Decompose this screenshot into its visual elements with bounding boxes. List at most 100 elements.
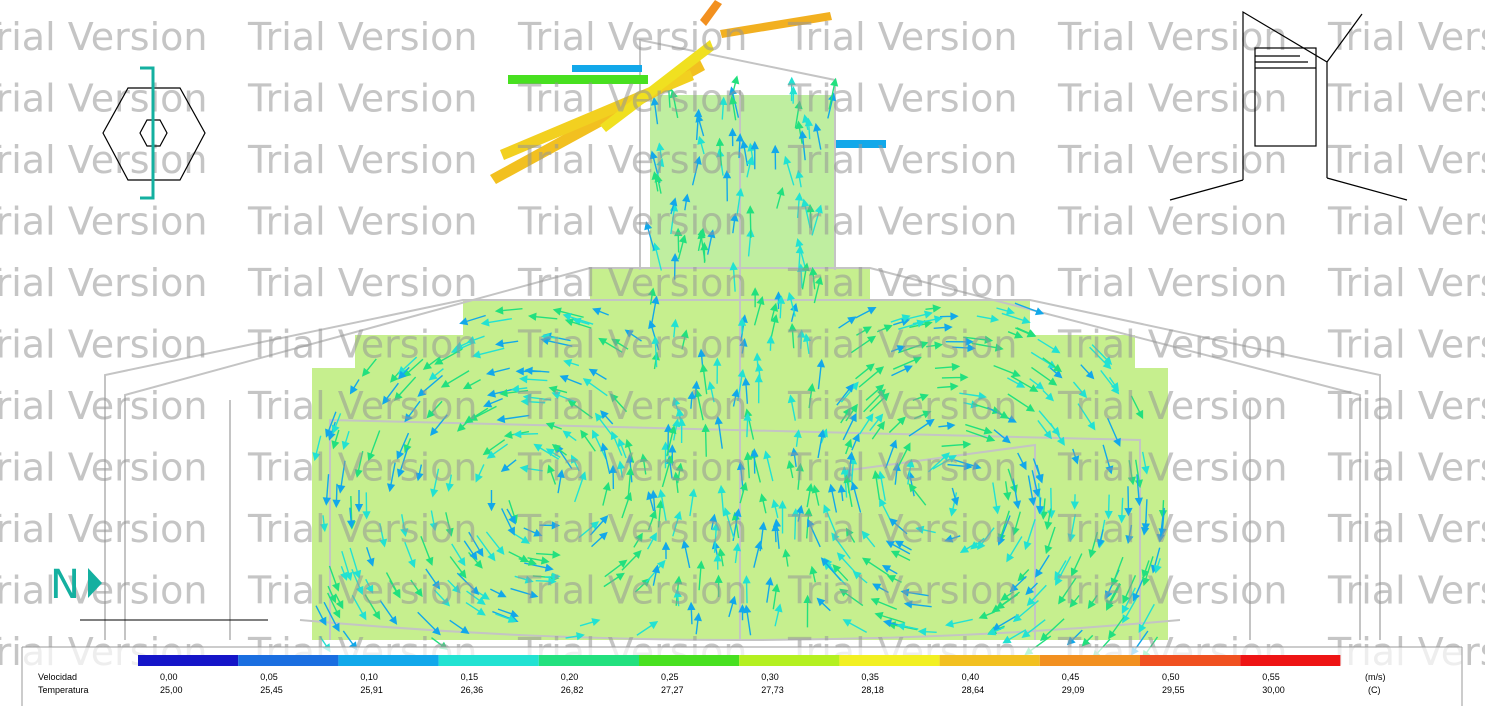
flow-vector [891,365,913,377]
flow-vector [803,594,812,628]
flow-vector [717,547,726,567]
flow-vector [717,484,726,517]
flow-vector [828,483,838,513]
watermark-text: Trial Version [1327,77,1485,121]
flow-vector [440,370,470,388]
flow-vector [1054,560,1067,581]
icon-line [1254,47,1317,147]
flow-vector [669,89,679,119]
flow-vector [892,462,901,485]
flow-vector [624,438,635,463]
flow-vector [487,490,496,512]
flow-vector [1040,618,1065,642]
watermark-text: Trial Version [1327,569,1485,613]
legend-label: Velocidad [38,672,77,682]
watermark-text: Trial Version [787,200,1017,244]
watermark-text: Trial Version [1057,323,1287,367]
flow-vector [730,212,739,234]
temperature-label: 26,82 [561,685,584,695]
flow-vector [742,575,751,604]
flow-vector [753,296,765,326]
flow-vector [888,416,906,433]
flow-vector [548,385,568,394]
flow-vector [1132,578,1144,602]
flow-vector [993,408,1009,419]
flow-vector [524,562,554,572]
flow-vector [908,418,935,437]
legend-swatch [438,655,539,666]
flow-vector [774,603,783,627]
flow-vector [844,438,853,455]
flow-vector [510,384,528,394]
flow-vector [415,464,424,482]
flow-vector [1031,470,1041,498]
flow-vector [728,95,738,121]
flow-vector [331,413,342,434]
velocity-label: 0,45 [1062,672,1080,682]
flow-vector [1027,475,1037,507]
watermark-text: Trial Version [787,323,1017,367]
flow-vector [976,314,1000,323]
flow-vector [993,364,1021,378]
watermark-text: Trial Version [787,15,1017,59]
flow-vector [913,410,932,420]
watermark-text: Trial Version [1057,446,1287,490]
flow-vector [987,626,1005,636]
flow-vector [1141,519,1150,536]
flow-vector [953,459,982,470]
flow-vector [522,393,552,402]
flow-vector [771,144,780,170]
flow-vector [912,393,929,402]
flow-vector [791,508,800,540]
flow-vector [341,550,353,582]
flow-vector [677,234,687,260]
flow-vector [675,407,685,427]
watermark-text: Trial Version [517,77,747,121]
flow-vector [1138,603,1155,633]
flow-vector [843,474,853,508]
flow-vector [851,433,860,451]
flow-vector [836,383,854,406]
flow-vector [876,324,893,333]
flow-vector [858,366,885,388]
flow-vector [639,453,648,475]
flow-vector [447,579,461,594]
flow-vector [513,430,539,439]
flow-vector [892,356,922,370]
flow-vector [1011,511,1021,536]
section-marker [140,66,155,200]
flow-vector [770,314,779,340]
watermark-text: Trial Version [787,446,1017,490]
flow-vector [959,542,978,554]
temperature-label: 25,45 [260,685,283,695]
flow-vector [519,375,548,384]
flow-vector [872,470,881,500]
flow-vector [500,459,517,472]
flow-vector [903,600,932,609]
flow-vector [745,156,754,178]
flow-vector [1069,594,1080,608]
flow-vector [367,430,381,462]
flow-vector [327,592,341,619]
chimney-zone [650,95,835,275]
flow-vector [865,384,885,401]
flow-vector [707,381,716,403]
flow-vector [527,312,558,321]
flow-vector [1037,338,1061,354]
flow-vector [327,585,337,604]
flow-vector [1012,478,1022,510]
flow-vector [466,335,485,344]
flow-vector [693,612,702,635]
flow-vector [774,291,783,309]
flow-vector [617,438,627,459]
flow-vector [570,454,580,472]
flow-vector [759,493,768,514]
flow-vector [927,452,950,473]
flow-vector [1070,494,1079,510]
flow-vector [410,579,423,598]
legend-swatch [639,655,740,666]
flow-vector [871,420,885,440]
flow-vector [850,481,862,513]
flow-vector [506,508,516,525]
